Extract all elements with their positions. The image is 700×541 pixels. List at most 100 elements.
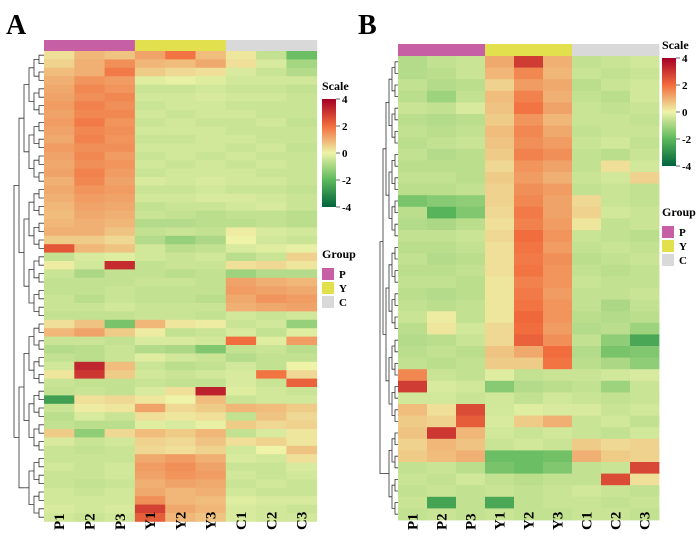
heatmap-cell bbox=[256, 429, 287, 438]
heatmap-cell bbox=[134, 261, 166, 270]
heatmap-cell bbox=[286, 135, 318, 144]
heatmap-cell bbox=[165, 59, 196, 69]
heatmap-cell bbox=[104, 353, 136, 363]
heatmap-cell bbox=[44, 353, 75, 363]
heatmap-cell bbox=[134, 168, 166, 178]
heatmap-cell bbox=[44, 168, 75, 178]
heatmap-cell bbox=[225, 387, 257, 396]
heatmap-cell bbox=[514, 334, 544, 347]
heatmap-cell bbox=[165, 361, 196, 371]
heatmap-cell bbox=[601, 253, 631, 266]
heatmap-cell bbox=[134, 496, 166, 505]
heatmap-cell bbox=[485, 496, 515, 509]
heatmap-cell bbox=[225, 328, 257, 337]
group-bar-a bbox=[44, 40, 318, 51]
heatmap-cell bbox=[427, 276, 457, 289]
dendrogram-branch bbox=[38, 340, 44, 350]
group-swatch-p bbox=[662, 226, 674, 238]
heatmap-cell bbox=[104, 135, 136, 144]
heatmap-cell bbox=[398, 322, 428, 335]
heatmap-cell bbox=[165, 143, 196, 153]
group-swatch-c bbox=[322, 296, 334, 308]
heatmap-cell bbox=[74, 210, 105, 220]
heatmap-cell bbox=[195, 479, 227, 489]
heatmap-cell bbox=[225, 445, 257, 455]
heatmap-cell bbox=[44, 84, 75, 94]
heatmap-cell bbox=[286, 126, 318, 136]
dendrogram-branch bbox=[28, 470, 34, 505]
dendrogram-branch bbox=[388, 78, 392, 126]
heatmap-cell bbox=[256, 328, 287, 337]
heatmap-cell bbox=[165, 185, 196, 195]
heatmap-cell bbox=[543, 380, 573, 393]
heatmap-cell bbox=[195, 353, 227, 363]
heatmap-cell bbox=[104, 109, 136, 119]
heatmap-cell bbox=[225, 471, 257, 480]
dendrogram-branch bbox=[38, 155, 44, 165]
heatmap-cell bbox=[225, 210, 257, 220]
heatmap-cell bbox=[134, 185, 166, 195]
heatmap-cell bbox=[225, 496, 257, 505]
heatmap-cell bbox=[74, 403, 105, 413]
heatmap-cell bbox=[543, 79, 573, 92]
heatmap-cells-a bbox=[44, 51, 318, 522]
heatmap-cell bbox=[74, 504, 105, 514]
heatmap-cell bbox=[104, 370, 136, 379]
heatmap-cell bbox=[543, 206, 573, 219]
dendrogram-branch bbox=[394, 455, 398, 469]
heatmap-cell bbox=[514, 56, 544, 68]
dendrogram-branch bbox=[28, 336, 34, 371]
heatmap-cell bbox=[456, 276, 486, 289]
heatmap-cell bbox=[572, 264, 602, 277]
heatmap-cell bbox=[74, 252, 105, 262]
heatmap-cell bbox=[44, 269, 75, 279]
heatmap-cell bbox=[256, 51, 287, 60]
heatmap-cell bbox=[514, 183, 544, 196]
heatmap-cell bbox=[286, 168, 318, 178]
heatmap-cell bbox=[195, 403, 227, 413]
column-label-p3: P3 bbox=[464, 513, 480, 530]
heatmap-cell bbox=[74, 160, 105, 169]
heatmap-cell bbox=[601, 450, 631, 463]
heatmap-cell bbox=[601, 195, 631, 208]
heatmap-cell bbox=[543, 148, 573, 161]
heatmap-cell bbox=[456, 79, 486, 92]
heatmap-cell bbox=[104, 336, 136, 346]
heatmap-cell bbox=[485, 346, 515, 358]
heatmap-cell bbox=[256, 177, 287, 186]
heatmap-cell bbox=[514, 404, 544, 416]
heatmap-cell bbox=[456, 438, 486, 451]
heatmap-cell bbox=[195, 345, 227, 354]
dendrogram-branch bbox=[33, 159, 39, 178]
heatmap-cell bbox=[398, 218, 428, 231]
group-bar-cell-a-3 bbox=[134, 40, 166, 51]
heatmap-cell bbox=[427, 195, 457, 208]
group-swatch-y bbox=[662, 240, 674, 252]
heatmap-cell bbox=[104, 319, 136, 329]
heatmap-cell bbox=[225, 403, 257, 413]
heatmap-cell bbox=[543, 404, 573, 416]
heatmap-cell bbox=[195, 84, 227, 94]
heatmap-cell bbox=[225, 185, 257, 195]
heatmap-cell bbox=[165, 294, 196, 304]
heatmap-cell bbox=[630, 392, 660, 405]
heatmap-cell bbox=[165, 286, 196, 295]
heatmap-cell bbox=[74, 244, 105, 253]
heatmap-cell bbox=[514, 346, 544, 358]
heatmap-cell bbox=[104, 504, 136, 514]
heatmap-cell bbox=[104, 294, 136, 304]
heatmap-cell bbox=[398, 299, 428, 312]
heatmap-cell bbox=[286, 277, 318, 287]
dendrogram-branch bbox=[38, 474, 44, 484]
heatmap-cell bbox=[74, 378, 105, 388]
heatmap-cell bbox=[195, 412, 227, 421]
heatmap-cell bbox=[256, 84, 287, 94]
heatmap-cell bbox=[514, 508, 544, 521]
heatmap-cell bbox=[225, 93, 257, 102]
heatmap-cell bbox=[256, 311, 287, 321]
heatmap-cell bbox=[44, 370, 75, 379]
heatmap-cell bbox=[225, 76, 257, 85]
heatmap-cell bbox=[601, 369, 631, 382]
column-label-p3: P3 bbox=[113, 513, 129, 530]
heatmap-cell bbox=[601, 346, 631, 358]
